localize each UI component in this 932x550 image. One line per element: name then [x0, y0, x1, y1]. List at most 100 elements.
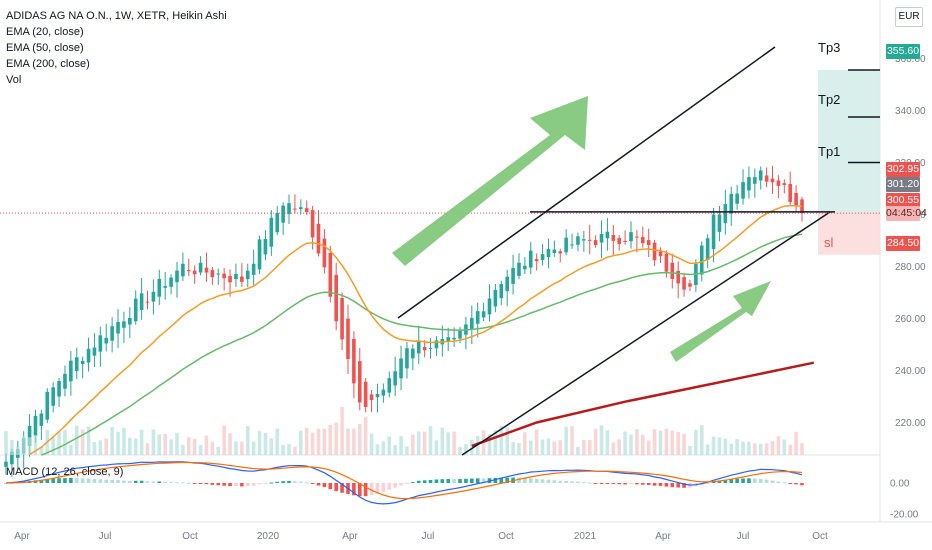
macd-legend[interactable]: MACD (12, 26, close, 9): [6, 466, 124, 478]
macd-bar: [416, 480, 421, 483]
volume-bar: [528, 440, 533, 455]
candle-body: [434, 340, 439, 349]
macd-bar: [440, 479, 445, 483]
volume-bar: [705, 444, 710, 455]
candle-body: [210, 270, 215, 278]
close-price-tag: 300.55: [886, 193, 920, 208]
candle-body: [528, 250, 533, 268]
legend-vol[interactable]: Vol: [6, 74, 22, 86]
macd-bar: [764, 479, 769, 483]
macd-bar: [80, 478, 85, 483]
x-tick-label: Jul: [99, 531, 112, 542]
volume-bar: [688, 446, 692, 455]
volume-bar: [39, 446, 44, 455]
macd-bar: [658, 483, 663, 486]
candle-body: [475, 311, 480, 324]
candle-body: [175, 270, 179, 283]
macd-bar: [446, 479, 451, 483]
macd-bar: [293, 481, 297, 483]
y-tick-label: 280.00: [895, 262, 926, 273]
volume-bar: [576, 446, 580, 455]
candle-body: [393, 371, 397, 386]
volume-bar: [251, 441, 256, 455]
volume-bar: [623, 431, 627, 455]
volume-bar: [287, 444, 291, 455]
volume-bar: [139, 429, 144, 455]
volume-bar: [316, 428, 321, 455]
candle-body: [682, 277, 686, 290]
volume-bar: [729, 443, 734, 455]
x-tick-label: Oct: [812, 531, 828, 542]
candle-body: [204, 267, 209, 273]
candle-body: [192, 270, 197, 275]
macd-bar: [741, 478, 745, 483]
candle-body: [240, 276, 244, 282]
macd-bar: [299, 481, 303, 483]
candle-body: [92, 347, 97, 356]
macd-bar: [204, 483, 209, 485]
legend-ema50[interactable]: EMA (50, close): [6, 42, 84, 54]
legend-title[interactable]: ADIDAS AG NA O.N., 1W, XETR, Heikin Ashi: [6, 10, 227, 22]
macd-bar: [63, 478, 67, 483]
volume-bar: [310, 432, 315, 455]
candle-body: [523, 265, 527, 270]
volume-bar: [758, 443, 763, 455]
sl-label: sl: [824, 235, 834, 250]
volume-bar: [582, 440, 586, 455]
macd-bar: [546, 479, 551, 483]
volume-bar: [717, 437, 722, 455]
volume-bar: [234, 441, 238, 455]
volume-bar: [405, 446, 409, 455]
macd-bar: [363, 483, 368, 497]
macd-bar: [788, 483, 793, 484]
candle-body: [381, 389, 386, 396]
macd-bar: [104, 479, 109, 483]
volume-bar: [611, 442, 616, 455]
volume-bar: [399, 436, 403, 455]
macd-histogram: [4, 477, 804, 497]
candle-body: [375, 393, 380, 398]
macd-bar: [51, 478, 55, 483]
volume-bar: [299, 430, 303, 455]
macd-bar: [175, 482, 179, 484]
macd-bar: [705, 483, 710, 484]
macd-bar: [493, 477, 498, 483]
macd-bar: [623, 483, 627, 485]
volume-bar: [458, 446, 462, 455]
tp1-label: Tp1: [818, 144, 841, 159]
legend-ema200[interactable]: EMA (200, close): [6, 58, 90, 70]
volume-bar: [534, 429, 539, 455]
y-tick-label: 240.00: [895, 366, 926, 377]
volume-bar: [646, 440, 651, 455]
volume-bar: [346, 428, 350, 455]
macd-bar: [676, 483, 680, 488]
macd-bar: [587, 482, 592, 484]
candle-body: [198, 262, 203, 273]
legend-ema20[interactable]: EMA (20, close): [6, 26, 84, 38]
candle-body: [428, 348, 433, 350]
y-tick-label: 360.00: [895, 54, 926, 65]
candle-body: [552, 249, 557, 254]
currency-button[interactable]: EUR: [895, 7, 923, 27]
candle-body: [422, 347, 427, 351]
candle-body: [145, 301, 150, 303]
volume-bar: [452, 431, 456, 455]
macd-bar: [411, 482, 415, 484]
volume-bar: [635, 429, 639, 455]
countdown-tag: 04:45:04: [886, 206, 927, 221]
volume-bar: [15, 446, 20, 455]
candle-body: [369, 394, 374, 401]
volume-bar: [98, 440, 103, 455]
volume-bar: [741, 441, 745, 455]
volume-bar: [676, 431, 680, 455]
candle-body: [776, 180, 781, 186]
macd-bar: [181, 482, 185, 484]
volume-bar: [281, 444, 285, 455]
volume-bar: [605, 430, 610, 455]
volume-bar: [511, 441, 515, 455]
volume-bar: [446, 432, 451, 455]
macd-bar: [228, 483, 232, 487]
candle-body: [45, 391, 50, 420]
candle-body: [635, 236, 639, 238]
